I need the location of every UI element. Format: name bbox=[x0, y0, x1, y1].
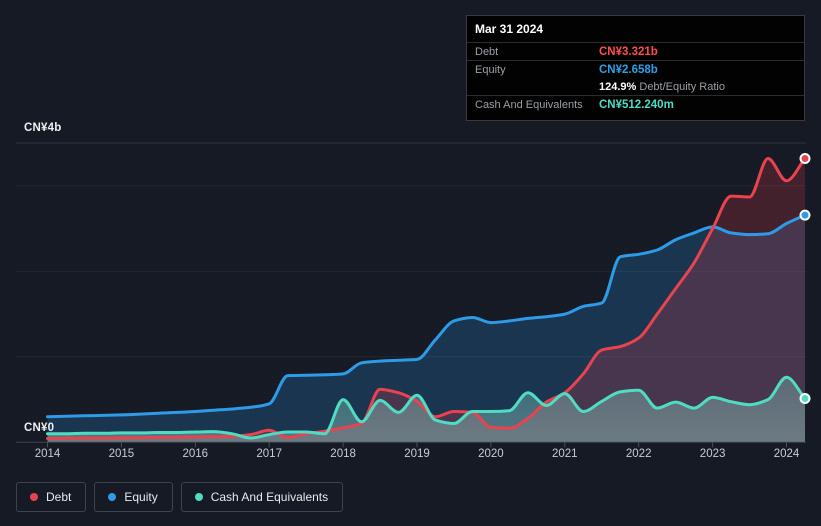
cash-legend-dot-icon bbox=[194, 493, 203, 501]
cash-marker[interactable] bbox=[799, 393, 811, 404]
tooltip-equity-value: CN¥2.658b bbox=[599, 63, 658, 76]
y-axis-zero-label: CN¥0 bbox=[24, 422, 55, 434]
tooltip-cash-value: CN¥512.240m bbox=[599, 98, 674, 111]
tooltip-cash-row: Cash And Equivalents CN¥512.240m bbox=[467, 96, 804, 113]
equity-legend-dot-icon bbox=[108, 493, 117, 501]
tooltip-debt-label: Debt bbox=[475, 45, 499, 58]
legend-item-debt[interactable]: Debt bbox=[16, 482, 87, 512]
tooltip-equity-row: Equity CN¥2.658b bbox=[467, 61, 804, 78]
x-tick-label: 2014 bbox=[34, 448, 61, 460]
legend: Debt Equity Cash And Equivalents bbox=[16, 482, 344, 512]
x-tick-label: 2023 bbox=[699, 448, 726, 460]
x-tick-label: 2016 bbox=[182, 448, 209, 460]
tooltip-cash-label: Cash And Equivalents bbox=[475, 98, 583, 111]
legend-item-cash[interactable]: Cash And Equivalents bbox=[180, 482, 344, 512]
tooltip-ratio-value: 124.9% bbox=[599, 80, 637, 93]
x-tick-label: 2024 bbox=[773, 448, 800, 460]
tooltip-date: Mar 31 2024 bbox=[467, 16, 804, 43]
legend-equity-label: Equity bbox=[124, 490, 158, 504]
x-tick-label: 2019 bbox=[404, 448, 430, 460]
debt-line bbox=[46, 157, 807, 440]
legend-item-equity[interactable]: Equity bbox=[94, 482, 173, 512]
debt-marker[interactable] bbox=[799, 153, 811, 164]
tooltip-debt-row: Debt CN¥3.321b bbox=[467, 43, 804, 61]
x-tick-label: 2017 bbox=[256, 448, 282, 460]
x-tick-label: 2020 bbox=[478, 448, 504, 460]
x-tick-label: 2021 bbox=[552, 448, 578, 460]
legend-debt-label: Debt bbox=[46, 490, 72, 504]
legend-cash-label: Cash And Equivalents bbox=[210, 490, 329, 504]
equity-line bbox=[46, 213, 807, 419]
equity-marker[interactable] bbox=[799, 209, 811, 221]
tooltip-ratio-row: 124.9% Debt/Equity Ratio bbox=[467, 78, 804, 96]
tooltip-debt-value: CN¥3.321b bbox=[599, 45, 658, 58]
cash-and-equivalents-line bbox=[46, 375, 807, 440]
tooltip-ratio-label: Debt/Equity Ratio bbox=[639, 80, 725, 93]
y-axis-max-label: CN¥4b bbox=[24, 122, 62, 134]
debt-legend-dot-icon bbox=[30, 493, 38, 501]
x-tick-label: 2018 bbox=[330, 448, 356, 460]
x-tick-label: 2022 bbox=[625, 448, 652, 460]
tooltip: Mar 31 2024 Debt CN¥3.321b Equity CN¥2.6… bbox=[466, 15, 805, 121]
tooltip-equity-label: Equity bbox=[475, 63, 506, 76]
x-tick-label: 2015 bbox=[108, 448, 135, 460]
